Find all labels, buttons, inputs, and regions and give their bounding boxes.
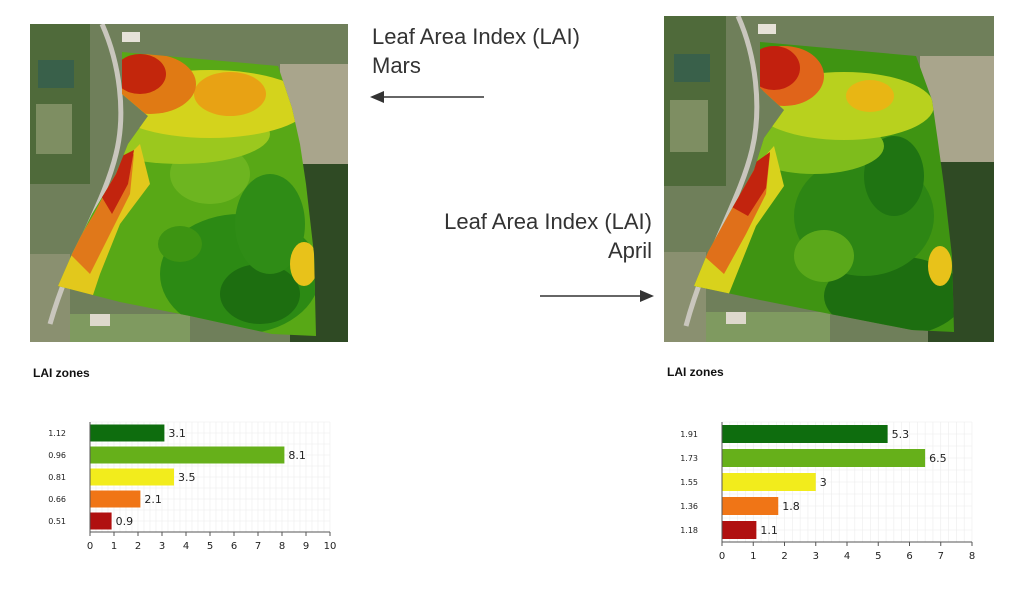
- april-caption-title: Leaf Area Index (LAI): [444, 209, 652, 234]
- x-tick-label: 1: [750, 551, 756, 562]
- bar-0.51: [90, 512, 112, 530]
- category-label: 0.51: [48, 517, 66, 526]
- value-label: 8.1: [288, 449, 306, 462]
- bar-0.66: [90, 490, 141, 508]
- x-tick-label: 6: [906, 551, 912, 562]
- value-label: 3.1: [168, 427, 186, 440]
- bar-1.12: [90, 424, 165, 442]
- aerial-field-heatmap-icon: [664, 16, 994, 342]
- bar-1.73: [722, 449, 926, 467]
- category-label: 0.81: [48, 473, 66, 482]
- x-tick-label: 3: [813, 551, 819, 562]
- category-label: 0.66: [48, 495, 66, 504]
- april-caption-month: April: [607, 238, 652, 263]
- x-tick-label: 8: [279, 541, 285, 552]
- march-lai-chart: 1.12 3.1 0.96 8.1 0.81 3.5 0.66 2.1 0.51 0.9 0 1 2 3 4…: [48, 418, 350, 568]
- category-label: 0.96: [48, 451, 66, 460]
- value-label: 1.8: [782, 500, 800, 513]
- category-label: 1.91: [680, 430, 698, 439]
- march-zones-title: LAI zones: [33, 366, 90, 380]
- aerial-field-heatmap-icon: [30, 24, 348, 342]
- left-arrow-icon: [370, 91, 484, 103]
- april-lai-bar-chart: 1.91 5.3 1.73 6.5 1.55 3 1.36 1.8 1.18 1.1 0 1 2 3 4 5 6…: [680, 421, 975, 562]
- value-label: 6.5: [929, 452, 947, 465]
- bar-1.36: [722, 497, 779, 515]
- category-label: 1.73: [680, 454, 698, 463]
- x-tick-label: 4: [183, 541, 189, 552]
- april-lai-chart: 1.91 5.3 1.73 6.5 1.55 3 1.36 1.8 1.18 1.1 0 1 2 3 4 5 6…: [680, 418, 982, 570]
- right-arrow-icon: [540, 290, 654, 302]
- march-caption-month: Mars: [372, 53, 421, 78]
- march-lai-bar-chart: 1.12 3.1 0.96 8.1 0.81 3.5 0.66 2.1 0.51 0.9 0 1 2 3 4…: [48, 421, 337, 552]
- march-lai-map: [30, 24, 348, 342]
- x-tick-label: 4: [844, 551, 850, 562]
- bar-0.96: [90, 446, 285, 464]
- x-tick-label: 7: [255, 541, 261, 552]
- x-tick-label: 0: [719, 551, 725, 562]
- bar-0.81: [90, 468, 174, 486]
- x-tick-label: 5: [207, 541, 213, 552]
- value-label: 1.1: [760, 524, 778, 537]
- bar-1.18: [722, 521, 757, 539]
- x-tick-label: 7: [938, 551, 944, 562]
- april-zones-title: LAI zones: [667, 365, 724, 379]
- category-label: 1.12: [48, 429, 66, 438]
- value-label: 0.9: [116, 515, 134, 528]
- x-tick-label: 1: [111, 541, 117, 552]
- value-label: 3: [820, 476, 827, 489]
- value-label: 2.1: [144, 493, 162, 506]
- value-label: 5.3: [892, 428, 910, 441]
- category-label: 1.18: [680, 526, 698, 535]
- category-label: 1.36: [680, 502, 698, 511]
- march-caption: Leaf Area Index (LAI) Mars: [372, 22, 580, 80]
- april-caption: Leaf Area Index (LAI) April: [380, 207, 652, 265]
- category-label: 1.55: [680, 478, 698, 487]
- x-tick-label: 6: [231, 541, 237, 552]
- x-tick-label: 9: [303, 541, 309, 552]
- april-lai-map: [664, 16, 994, 342]
- x-tick-label: 10: [324, 541, 337, 552]
- x-tick-label: 2: [135, 541, 141, 552]
- x-tick-label: 5: [875, 551, 881, 562]
- bar-1.91: [722, 425, 888, 443]
- x-tick-label: 3: [159, 541, 165, 552]
- x-tick-label: 8: [969, 551, 975, 562]
- x-tick-label: 2: [781, 551, 787, 562]
- march-caption-title: Leaf Area Index (LAI): [372, 24, 580, 49]
- value-label: 3.5: [178, 471, 196, 484]
- x-tick-label: 0: [87, 541, 93, 552]
- bar-1.55: [722, 473, 816, 491]
